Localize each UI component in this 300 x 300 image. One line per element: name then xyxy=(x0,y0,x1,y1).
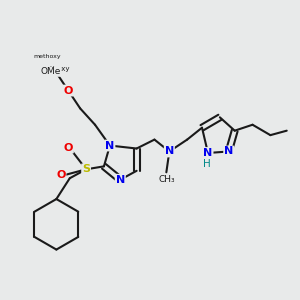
Text: S: S xyxy=(82,164,90,174)
Text: N: N xyxy=(116,175,125,185)
Text: N: N xyxy=(224,146,233,157)
Text: methoxy: methoxy xyxy=(34,54,61,59)
Text: methoxy: methoxy xyxy=(40,66,70,72)
Text: N: N xyxy=(203,148,213,158)
Text: N: N xyxy=(105,140,115,151)
Text: O: O xyxy=(64,142,73,153)
Text: N: N xyxy=(165,146,174,157)
Text: OMe: OMe xyxy=(40,67,61,76)
Text: O: O xyxy=(64,85,73,96)
Text: CH₃: CH₃ xyxy=(158,175,175,184)
Text: H: H xyxy=(202,159,210,169)
Text: O: O xyxy=(56,170,65,180)
